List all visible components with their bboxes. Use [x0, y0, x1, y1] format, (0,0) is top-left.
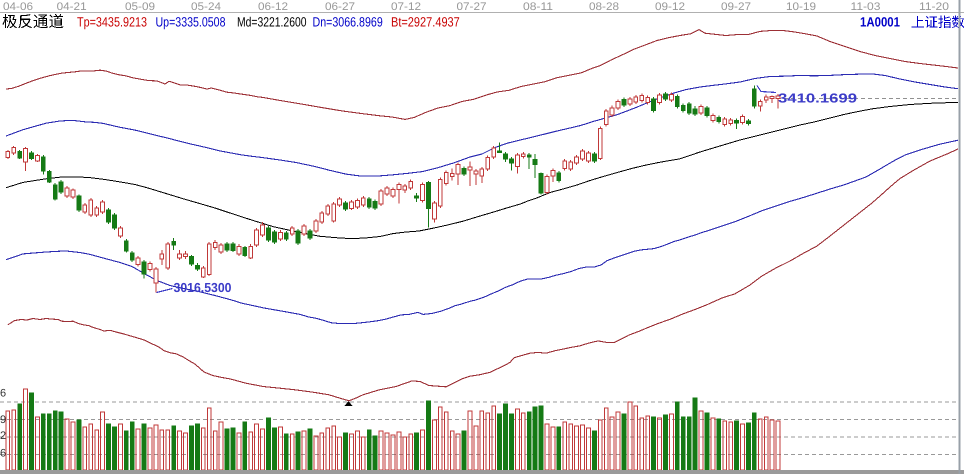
svg-text:Up=3335.0508: Up=3335.0508: [156, 15, 226, 30]
svg-text:2: 2: [0, 430, 6, 442]
svg-text:05-09: 05-09: [125, 1, 155, 13]
svg-text:06-12: 06-12: [258, 1, 288, 13]
svg-text:1A0001: 1A0001: [860, 15, 900, 30]
svg-text:11-03: 11-03: [851, 1, 881, 13]
svg-text:06-27: 06-27: [325, 1, 355, 13]
svg-text:10-19: 10-19: [786, 1, 816, 13]
svg-text:9: 9: [0, 414, 6, 426]
svg-text:04-21: 04-21: [57, 1, 87, 13]
svg-text:Tp=3435.9213: Tp=3435.9213: [77, 15, 147, 30]
svg-text:6: 6: [0, 448, 6, 460]
svg-text:Dn=3066.8969: Dn=3066.8969: [313, 15, 383, 30]
svg-text:08-28: 08-28: [589, 1, 619, 13]
svg-text:07-12: 07-12: [391, 1, 421, 13]
svg-text:6: 6: [0, 388, 6, 400]
svg-text:11-20: 11-20: [919, 1, 949, 13]
svg-text:04-06: 04-06: [3, 1, 33, 13]
svg-text:Md=3221.2600: Md=3221.2600: [237, 15, 307, 30]
svg-text:09-12: 09-12: [655, 1, 685, 13]
svg-text:Bt=2927.4937: Bt=2927.4937: [391, 15, 460, 30]
svg-text:09-27: 09-27: [721, 1, 751, 13]
svg-text:05-24: 05-24: [191, 1, 221, 13]
svg-text:3410.1699: 3410.1699: [778, 91, 857, 106]
svg-text:08-11: 08-11: [523, 1, 553, 13]
svg-text:3016.5300: 3016.5300: [174, 280, 232, 295]
svg-text:07-27: 07-27: [457, 1, 487, 13]
